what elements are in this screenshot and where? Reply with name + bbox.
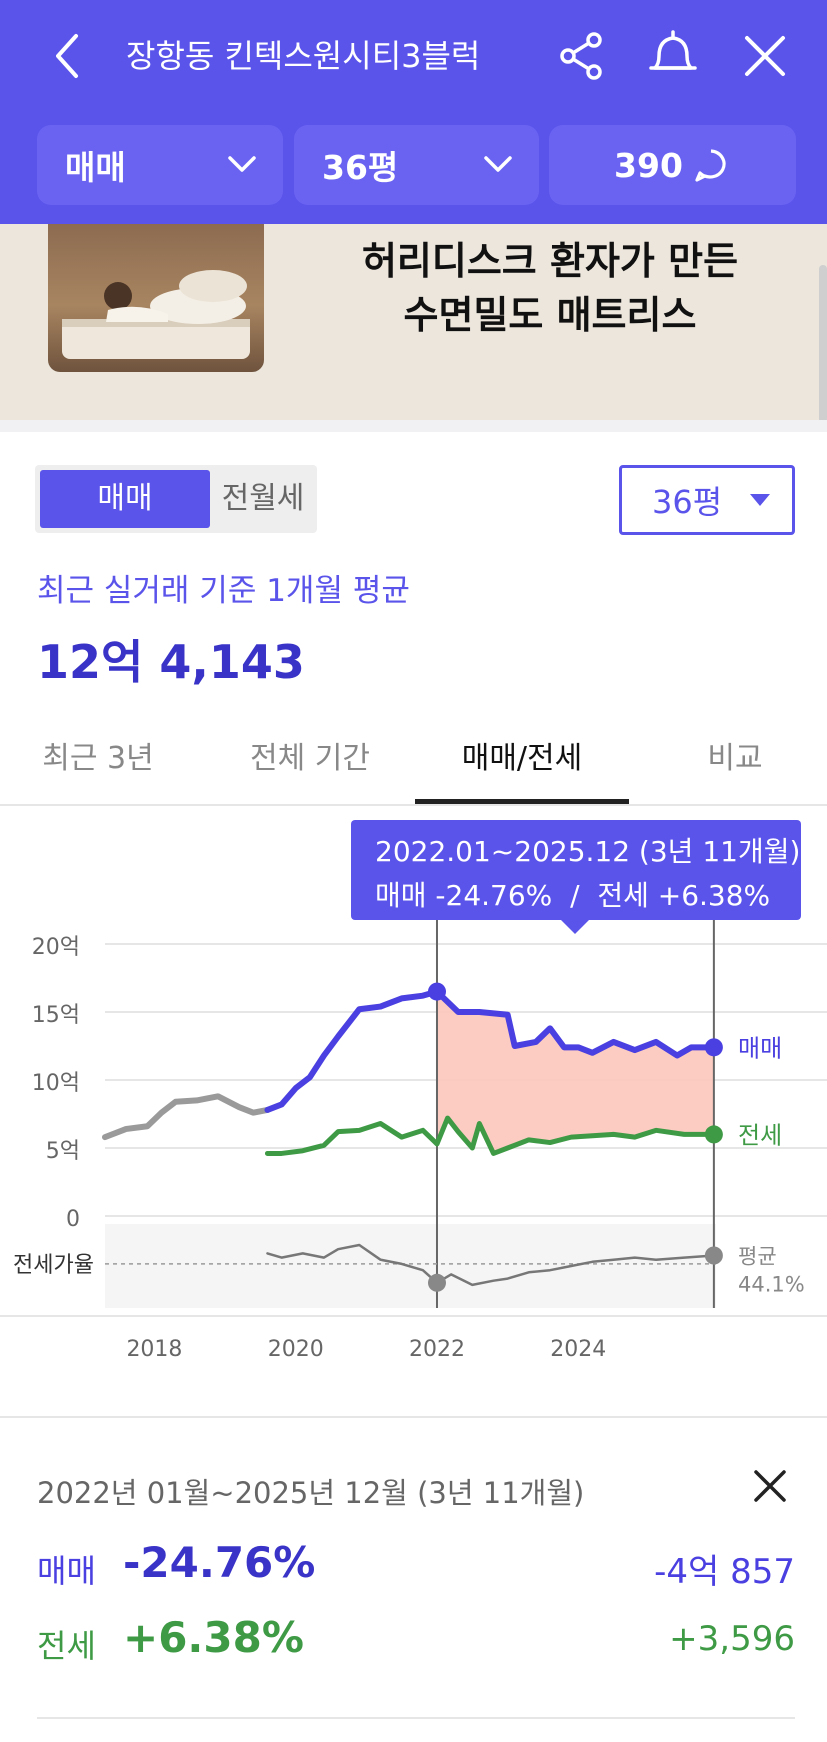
y-tick-label: 15억 bbox=[32, 1003, 80, 1028]
sale-end-point bbox=[704, 1038, 723, 1057]
avg-price-label: 최근 실거래 기준 1개월 평균 bbox=[37, 573, 410, 609]
share-icon[interactable] bbox=[550, 24, 614, 88]
summary-period: 2022년 01월~2025년 12월 (3년 11개월) bbox=[37, 1476, 585, 1510]
size-label: 36평 bbox=[322, 148, 399, 187]
chevron-down-icon bbox=[228, 156, 256, 172]
size-select[interactable]: 36평 bbox=[619, 465, 795, 535]
sale-start-point bbox=[427, 982, 446, 1001]
segment-rent[interactable]: 전월세 bbox=[221, 481, 305, 516]
comment-icon bbox=[695, 149, 726, 182]
summary-sale-key: 매매 bbox=[37, 1552, 96, 1590]
chevron-down-icon bbox=[484, 156, 512, 172]
section-divider bbox=[0, 420, 827, 432]
series-line-jeonse-ratio bbox=[266, 1243, 716, 1287]
size-dropdown[interactable]: 36평 bbox=[294, 125, 539, 205]
ratio-end-label: 평균 bbox=[738, 1245, 777, 1269]
summary-jeonse-diff: +3,596 bbox=[669, 1619, 795, 1659]
tab-recent-3y[interactable]: 최근 3년 bbox=[42, 741, 154, 776]
summary-sale-pct: -24.76% bbox=[123, 1538, 316, 1587]
tooltip-period: 2022.01~2025.12 (3년 11개월) bbox=[375, 835, 801, 868]
ad-banner[interactable]: 허리디스크 환자가 만든 수면밀도 매트리스 bbox=[0, 224, 827, 420]
ad-line-1: 허리디스크 환자가 만든 bbox=[361, 239, 739, 283]
summary-jeonse-row: 전세 +6.38% +3,596 bbox=[37, 1613, 795, 1673]
sale-end-label: 매매 bbox=[738, 1034, 782, 1062]
deal-type-dropdown[interactable]: 매매 bbox=[37, 125, 283, 205]
summary-sale-diff: -4억 857 bbox=[654, 1552, 795, 1592]
scrollbar[interactable] bbox=[819, 265, 827, 423]
ratio-end-value: 44.1% bbox=[738, 1273, 805, 1297]
y-tick-label: 5억 bbox=[46, 1139, 80, 1164]
summary-divider bbox=[37, 1717, 795, 1719]
x-tick-label: 2022 bbox=[409, 1337, 465, 1362]
series-line-jeonse bbox=[264, 1115, 717, 1156]
summary-jeonse-key: 전세 bbox=[37, 1627, 96, 1665]
app-header: 장항동 킨텍스원시티3블럭 매매 36평 390 bbox=[0, 0, 827, 224]
ad-mattress-image bbox=[48, 224, 264, 372]
series-line-sale bbox=[264, 988, 717, 1113]
series-line-past-sale bbox=[102, 1093, 271, 1141]
summary-sale-row: 매매 -24.76% -4억 857 bbox=[37, 1538, 795, 1598]
active-tab-indicator bbox=[415, 799, 629, 804]
close-summary-icon[interactable] bbox=[746, 1462, 794, 1510]
tab-compare[interactable]: 비교 bbox=[707, 741, 763, 776]
tab-all-period[interactable]: 전체 기간 bbox=[250, 741, 370, 776]
x-tick-label: 2020 bbox=[268, 1337, 324, 1362]
jeonse-end-point bbox=[704, 1125, 723, 1144]
trade-type-segment: 매매 전월세 bbox=[35, 465, 317, 533]
deal-type-label: 매매 bbox=[65, 148, 126, 187]
ratio-axis-label: 전세가율 bbox=[13, 1253, 94, 1278]
complex-title: 장항동 킨텍스원시티3블럭 bbox=[126, 37, 481, 75]
y-tick-label: 20억 bbox=[32, 935, 80, 960]
tooltip-change: 매매 -24.76% / 전세 +6.38% bbox=[375, 879, 771, 912]
caret-down-icon bbox=[750, 494, 770, 506]
ratio-start-point bbox=[427, 1273, 446, 1292]
period-tabs: 최근 3년 전체 기간 매매/전세 비교 bbox=[0, 716, 827, 806]
summary-jeonse-pct: +6.38% bbox=[123, 1613, 304, 1662]
comments-button[interactable]: 390 bbox=[549, 125, 796, 205]
bell-icon[interactable] bbox=[641, 24, 705, 88]
range-tooltip: 2022.01~2025.12 (3년 11개월) 매매 -24.76% / 전… bbox=[351, 820, 801, 934]
size-select-value: 36평 bbox=[652, 483, 723, 521]
y-tick-label: 10억 bbox=[32, 1071, 80, 1096]
ad-line-2: 수면밀도 매트리스 bbox=[403, 293, 697, 337]
ratio-end-point bbox=[704, 1246, 723, 1265]
highlight-area bbox=[436, 991, 714, 1154]
y-tick-label: 0 bbox=[66, 1207, 80, 1232]
close-icon[interactable] bbox=[733, 24, 797, 88]
comments-count: 390 bbox=[614, 145, 683, 185]
back-icon[interactable] bbox=[36, 24, 100, 88]
ad-headline: 허리디스크 환자가 만든 수면밀도 매트리스 bbox=[280, 234, 820, 342]
range-summary: 2022년 01월~2025년 12월 (3년 11개월) 매매 -24.76%… bbox=[0, 1416, 827, 1742]
x-tick-label: 2024 bbox=[550, 1337, 606, 1362]
segment-sale[interactable]: 매매 bbox=[40, 470, 210, 528]
avg-price-value: 12억 4,143 bbox=[37, 635, 305, 689]
x-tick-label: 2018 bbox=[126, 1337, 182, 1362]
jeonse-end-label: 전세 bbox=[738, 1121, 782, 1149]
tab-sale-jeonse[interactable]: 매매/전세 bbox=[461, 741, 583, 776]
